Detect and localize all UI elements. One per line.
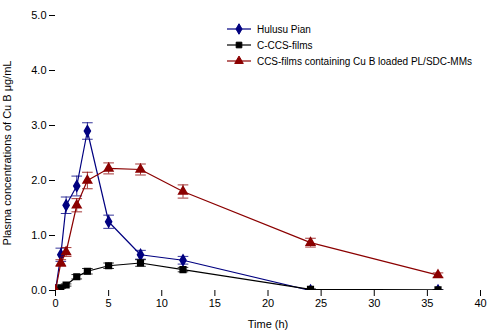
svg-text:4.0: 4.0 [31, 64, 46, 76]
svg-text:1.0: 1.0 [31, 229, 46, 241]
svg-text:40: 40 [474, 297, 486, 309]
svg-text:25: 25 [315, 297, 327, 309]
html-text:Hulusu Pian: Hulusu Pian [256, 23, 311, 35]
svg-text:0.0: 0.0 [31, 284, 46, 296]
svg-text:Time (h): Time (h) [248, 318, 289, 330]
svg-text:10: 10 [156, 297, 168, 309]
svg-text:30: 30 [368, 297, 380, 309]
svg-text:35: 35 [421, 297, 433, 309]
svg-text:0: 0 [52, 297, 58, 309]
html-text:CCS-films containing Cu B load: CCS-films containing Cu B loaded PL/SDC-… [256, 55, 472, 67]
html-text:C-CCS-films: C-CCS-films [256, 39, 313, 51]
svg-text:3.0: 3.0 [31, 119, 46, 131]
svg-text:20: 20 [262, 297, 274, 309]
svg-text:Plasma concentrations of Cu B: Plasma concentrations of Cu B μg/mL [1, 61, 13, 246]
svg-text:5.0: 5.0 [31, 9, 46, 21]
svg-text:2.0: 2.0 [31, 174, 46, 186]
svg-text:5: 5 [106, 297, 112, 309]
svg-text:15: 15 [209, 297, 221, 309]
